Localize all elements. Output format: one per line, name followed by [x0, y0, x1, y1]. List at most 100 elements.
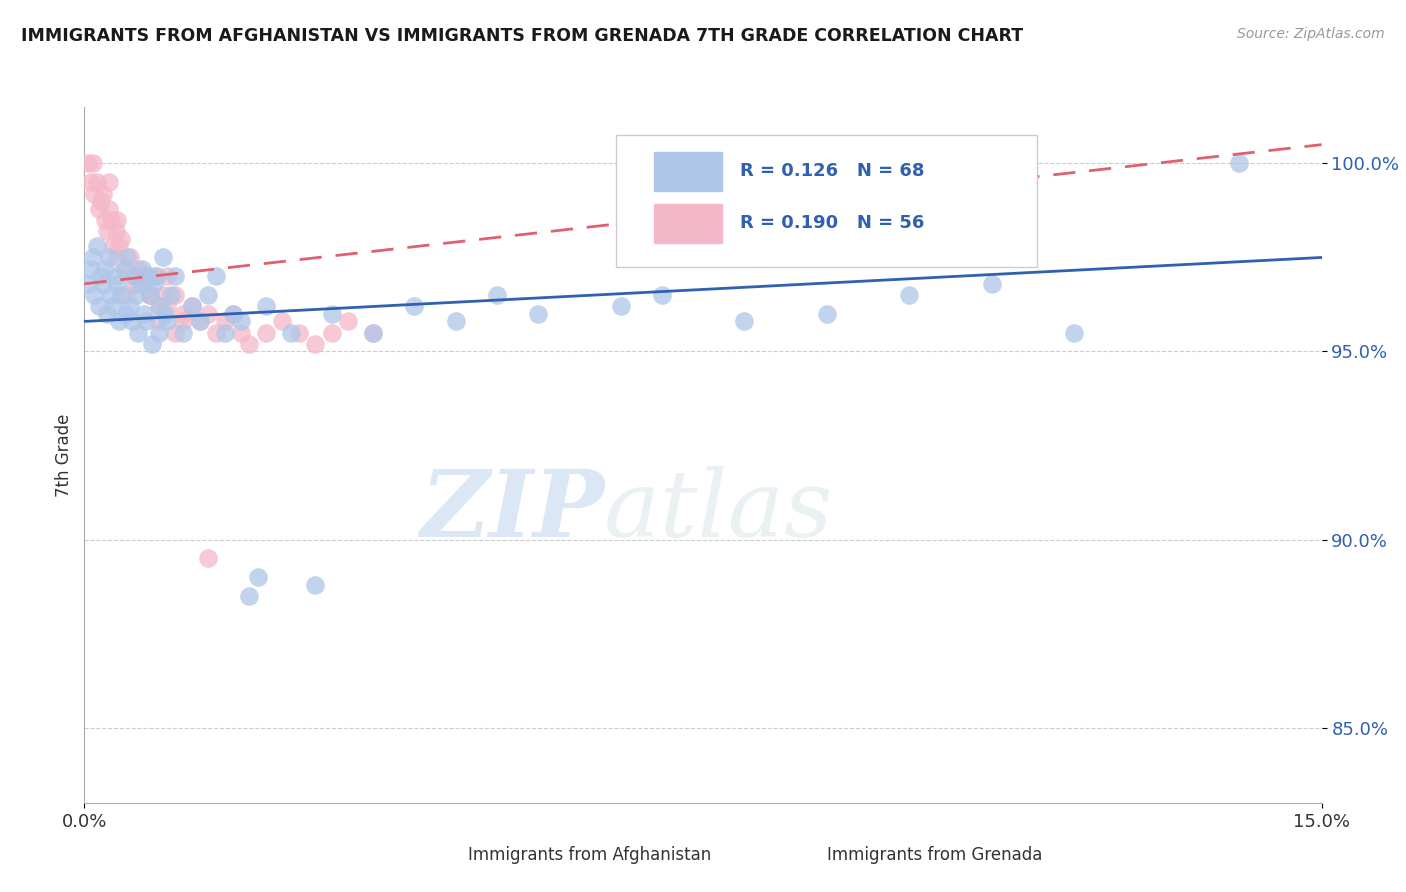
- Bar: [430, 842, 461, 868]
- Point: [229, 326, 252, 340]
- Point: [165, 288, 187, 302]
- Point: [165, 326, 187, 340]
- Point: [100, 212, 122, 227]
- Point: [94, 212, 117, 227]
- Point: [117, 251, 139, 265]
- Point: [143, 277, 166, 291]
- Bar: [654, 204, 721, 243]
- Point: [149, 299, 172, 313]
- Point: [148, 299, 170, 313]
- Point: [815, 307, 838, 321]
- Point: [122, 269, 145, 284]
- Text: Immigrants from Afghanistan: Immigrants from Afghanistan: [468, 846, 711, 864]
- Point: [485, 288, 508, 302]
- Point: [121, 314, 143, 328]
- Point: [733, 314, 755, 328]
- Point: [165, 269, 187, 284]
- Point: [246, 570, 269, 584]
- Point: [98, 251, 121, 265]
- Point: [148, 326, 170, 340]
- Point: [898, 288, 921, 302]
- Point: [172, 326, 194, 340]
- Point: [124, 288, 146, 302]
- Point: [337, 314, 360, 328]
- Text: R = 0.190   N = 56: R = 0.190 N = 56: [740, 214, 925, 232]
- Point: [146, 269, 169, 284]
- Point: [361, 326, 384, 340]
- Point: [361, 326, 384, 340]
- Point: [254, 299, 277, 313]
- Point: [131, 277, 153, 291]
- Text: Immigrants from Grenada: Immigrants from Grenada: [827, 846, 1042, 864]
- Point: [139, 288, 162, 302]
- Point: [77, 277, 100, 291]
- Text: atlas: atlas: [605, 466, 834, 556]
- Point: [108, 239, 131, 253]
- Point: [94, 261, 117, 276]
- Point: [205, 269, 228, 284]
- Point: [139, 288, 162, 302]
- Point: [114, 307, 136, 321]
- Point: [444, 314, 467, 328]
- Point: [222, 307, 245, 321]
- Point: [254, 326, 277, 340]
- Point: [214, 314, 236, 328]
- Point: [118, 299, 141, 313]
- Point: [82, 251, 104, 265]
- Point: [197, 288, 219, 302]
- Point: [180, 299, 202, 313]
- Y-axis label: 7th Grade: 7th Grade: [55, 413, 73, 497]
- Point: [527, 307, 550, 321]
- Text: Source: ZipAtlas.com: Source: ZipAtlas.com: [1237, 27, 1385, 41]
- Point: [152, 251, 174, 265]
- Point: [131, 269, 153, 284]
- Point: [127, 326, 149, 340]
- Point: [83, 288, 105, 302]
- Point: [112, 261, 135, 276]
- Point: [89, 202, 111, 216]
- Point: [114, 288, 136, 302]
- Point: [180, 299, 202, 313]
- Point: [222, 307, 245, 321]
- Point: [304, 337, 326, 351]
- Point: [188, 314, 211, 328]
- Point: [280, 326, 302, 340]
- Point: [153, 307, 176, 321]
- Point: [139, 288, 162, 302]
- Point: [91, 186, 114, 201]
- Point: [129, 277, 152, 291]
- Point: [90, 194, 112, 208]
- Point: [86, 175, 108, 189]
- Point: [86, 239, 108, 253]
- Point: [141, 337, 163, 351]
- FancyBboxPatch shape: [616, 135, 1038, 267]
- Point: [89, 299, 111, 313]
- Point: [100, 288, 122, 302]
- Point: [103, 239, 125, 253]
- Point: [160, 288, 183, 302]
- Point: [152, 288, 174, 302]
- Point: [980, 277, 1002, 291]
- Point: [609, 299, 631, 313]
- Point: [135, 269, 157, 284]
- Point: [104, 224, 127, 238]
- Point: [114, 261, 136, 276]
- Point: [80, 175, 103, 189]
- Point: [156, 314, 179, 328]
- Point: [80, 261, 103, 276]
- Point: [135, 314, 157, 328]
- Point: [172, 314, 194, 328]
- Point: [96, 224, 118, 238]
- Point: [1063, 326, 1085, 340]
- Point: [131, 261, 153, 276]
- Point: [127, 261, 149, 276]
- Text: ZIP: ZIP: [420, 466, 605, 556]
- Point: [132, 307, 155, 321]
- Point: [98, 202, 121, 216]
- Point: [108, 314, 131, 328]
- Point: [90, 269, 112, 284]
- Point: [1227, 156, 1250, 170]
- Point: [98, 175, 121, 189]
- Point: [77, 156, 100, 170]
- Point: [214, 326, 236, 340]
